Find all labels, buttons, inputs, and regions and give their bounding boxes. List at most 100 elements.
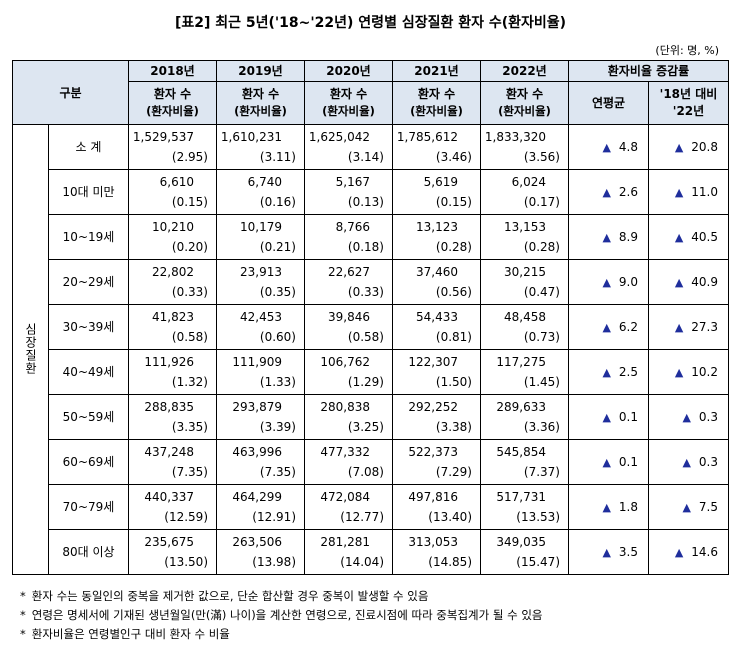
patient-rate: (0.58) xyxy=(171,330,208,344)
patient-rate: (3.36) xyxy=(523,420,560,434)
annual-avg-cell: ▲ 3.5 xyxy=(568,529,649,575)
patient-rate: (0.28) xyxy=(523,240,560,254)
header-sub: 환자 수 (환자비율) xyxy=(392,81,481,125)
increase-triangle-icon: ▲ xyxy=(602,366,611,379)
table-row: 50~59세 288,835 (3.35) 293,879 (3.39) 280,838 (… xyxy=(13,394,729,440)
increase-triangle-icon: ▲ xyxy=(674,366,684,379)
patient-count: 440,337 xyxy=(144,490,194,504)
annual-avg-value: 1.8 xyxy=(618,500,638,514)
footnote: * 환자비율은 연령별인구 대비 환자 수 비율 xyxy=(20,626,230,642)
increase-triangle-icon: ▲ xyxy=(602,546,611,559)
year-value-cell: 497,816 (13.40) xyxy=(392,484,481,530)
year-value-cell: 293,879 (3.39) xyxy=(216,394,305,440)
patient-count: 522,373 xyxy=(408,445,458,459)
patient-count: 106,762 xyxy=(320,355,370,369)
age-group-label: 80대 이상 xyxy=(48,529,129,575)
age-group-label: 10~19세 xyxy=(48,214,129,260)
annual-avg-cell: ▲ 0.1 xyxy=(568,394,649,440)
vs-2018-value: 40.5 xyxy=(691,230,718,244)
year-value-cell: 437,248 (7.35) xyxy=(128,439,217,485)
year-value-cell: 463,996 (7.35) xyxy=(216,439,305,485)
age-group-label: 60~69세 xyxy=(48,439,129,485)
header-annual-avg: 연평균 xyxy=(568,81,649,125)
patient-count: 477,332 xyxy=(320,445,370,459)
patient-rate: (13.50) xyxy=(164,555,208,569)
patient-rate: (0.73) xyxy=(523,330,560,344)
increase-triangle-icon: ▲ xyxy=(602,141,611,154)
patient-count: 472,084 xyxy=(320,490,370,504)
increase-triangle-icon: ▲ xyxy=(674,321,684,334)
patient-rate: (0.33) xyxy=(347,285,384,299)
header-rate-change: 환자비율 증감률 xyxy=(568,60,729,82)
annual-avg-cell: ▲ 0.1 xyxy=(568,439,649,485)
patient-count: 54,433 xyxy=(416,310,458,324)
vs-2018-value: 14.6 xyxy=(691,545,718,559)
patient-count: 41,823 xyxy=(152,310,194,324)
header-year: 2020년 xyxy=(304,60,393,82)
patient-rate: (7.37) xyxy=(523,465,560,479)
year-value-cell: 6,610 (0.15) xyxy=(128,169,217,215)
patient-rate: (14.04) xyxy=(340,555,384,569)
year-value-cell: 30,215 (0.47) xyxy=(480,259,569,305)
patient-count: 22,627 xyxy=(328,265,370,279)
year-value-cell: 111,909 (1.33) xyxy=(216,349,305,395)
vs-2018-value: 7.5 xyxy=(698,500,718,514)
patient-rate: (0.21) xyxy=(259,240,296,254)
year-value-cell: 5,619 (0.15) xyxy=(392,169,481,215)
year-value-cell: 1,785,612 (3.46) xyxy=(392,124,481,170)
year-value-cell: 117,275 (1.45) xyxy=(480,349,569,395)
header-year: 2018년 xyxy=(128,60,217,82)
patient-count: 349,035 xyxy=(496,535,546,549)
patient-count: 111,926 xyxy=(144,355,194,369)
patient-count: 464,299 xyxy=(232,490,282,504)
annual-avg-cell: ▲ 2.5 xyxy=(568,349,649,395)
table-row: 30~39세 41,823 (0.58) 42,453 (0.60) 39,846 (0.5… xyxy=(13,304,729,350)
year-value-cell: 280,838 (3.25) xyxy=(304,394,393,440)
year-value-cell: 111,926 (1.32) xyxy=(128,349,217,395)
age-group-label: 소 계 xyxy=(48,124,129,170)
patient-count: 6,024 xyxy=(511,175,546,189)
table-row: 40~49세 111,926 (1.32) 111,909 (1.33) 106,762 (… xyxy=(13,349,729,395)
table-row: 70~79세 440,337 (12.59) 464,299 (12.91) 472,08… xyxy=(13,484,729,530)
year-value-cell: 6,024 (0.17) xyxy=(480,169,569,215)
annual-avg-value: 8.9 xyxy=(618,230,638,244)
year-value-cell: 23,913 (0.35) xyxy=(216,259,305,305)
patient-count: 1,610,231 xyxy=(220,130,282,144)
year-value-cell: 106,762 (1.29) xyxy=(304,349,393,395)
patient-rate: (15.47) xyxy=(516,555,560,569)
increase-triangle-icon: ▲ xyxy=(674,186,684,199)
footnote: * 연령은 명세서에 기재된 생년월일(만(滿) 나이)을 계산한 연령으로, 진… xyxy=(20,607,543,623)
patient-rate: (14.85) xyxy=(428,555,472,569)
patient-count: 545,854 xyxy=(496,445,546,459)
annual-avg-cell: ▲ 4.8 xyxy=(568,124,649,170)
vs-2018-cell: ▲ 40.5 xyxy=(648,214,729,260)
table-row: 10대 미만 6,610 (0.15) 6,740 (0.16) 5,167 (0.13) 5… xyxy=(13,169,729,215)
patient-rate: (0.15) xyxy=(171,195,208,209)
patient-rate: (0.60) xyxy=(259,330,296,344)
vs-2018-value: 27.3 xyxy=(691,320,718,334)
year-value-cell: 288,835 (3.35) xyxy=(128,394,217,440)
patient-rate: (0.18) xyxy=(347,240,384,254)
year-value-cell: 1,625,042 (3.14) xyxy=(304,124,393,170)
table-row: 80대 이상 235,675 (13.50) 263,506 (13.98) 281,28… xyxy=(13,529,729,575)
patient-count: 37,460 xyxy=(416,265,458,279)
year-value-cell: 37,460 (0.56) xyxy=(392,259,481,305)
side-label: 심장질환 xyxy=(12,124,49,575)
patient-count: 1,529,537 xyxy=(132,130,194,144)
vs-2018-cell: ▲ 11.0 xyxy=(648,169,729,215)
patient-count: 117,275 xyxy=(496,355,546,369)
year-value-cell: 349,035 (15.47) xyxy=(480,529,569,575)
patient-rate: (7.08) xyxy=(347,465,384,479)
patient-rate: (0.81) xyxy=(435,330,472,344)
increase-triangle-icon: ▲ xyxy=(682,456,691,469)
patient-rate: (0.17) xyxy=(523,195,560,209)
patient-rate: (1.29) xyxy=(347,375,384,389)
patient-count: 1,625,042 xyxy=(308,130,370,144)
patient-rate: (3.39) xyxy=(259,420,296,434)
annual-avg-value: 2.6 xyxy=(618,185,638,199)
vs-2018-value: 20.8 xyxy=(691,140,718,154)
year-value-cell: 1,833,320 (3.56) xyxy=(480,124,569,170)
patient-count: 289,633 xyxy=(496,400,546,414)
table-row: 10~19세 10,210 (0.20) 10,179 (0.21) 8,766 (0.18… xyxy=(13,214,729,260)
patient-rate: (3.56) xyxy=(523,150,560,164)
